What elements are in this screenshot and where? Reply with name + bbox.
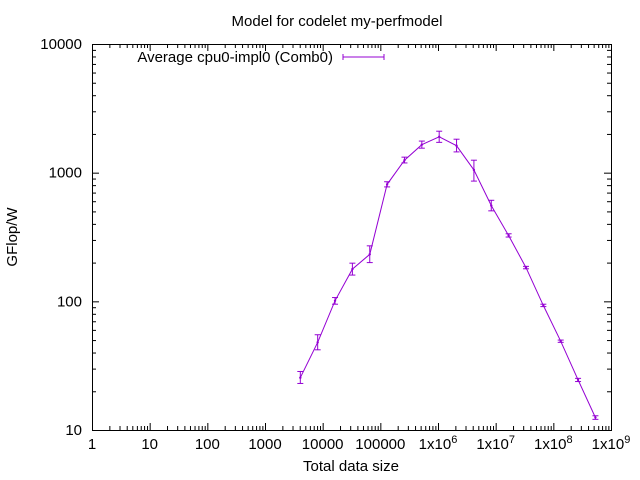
x-tick-label: 1x107 <box>476 434 515 453</box>
data-point <box>351 267 354 271</box>
x-tick-label: 10 <box>141 436 158 453</box>
data-point <box>455 144 458 147</box>
data-point <box>576 378 580 382</box>
x-axis-label: Total data size <box>303 458 399 475</box>
x-tick-label: 1x106 <box>419 434 458 453</box>
data-point <box>542 304 545 307</box>
data-point <box>559 339 562 343</box>
axes: 1 10 100 1000 10000 100000 1x106 1x107 1x108 1x10… <box>40 36 630 453</box>
x-tick-label: 1000 <box>248 436 281 453</box>
data-point <box>385 183 389 186</box>
series-line <box>299 136 596 418</box>
y-tick-label: 10000 <box>40 36 82 53</box>
legend-sample <box>342 54 385 60</box>
data-point <box>507 234 510 237</box>
data-point <box>368 253 371 256</box>
x-tick-label: 1 <box>88 436 96 453</box>
y-tick-label: 1000 <box>49 165 82 182</box>
legend-label: Average cpu0-impl0 (Comb0) <box>137 49 333 66</box>
series-layer <box>297 130 599 420</box>
data-point <box>403 158 406 162</box>
data-point <box>490 204 493 207</box>
data-point <box>524 266 528 269</box>
chart-title: Model for codelet my-perfmodel <box>232 13 443 30</box>
x-tick-label: 1x109 <box>592 434 631 453</box>
data-point <box>316 341 319 344</box>
y-tick-label: 10 <box>65 422 82 439</box>
y-tick-label: 100 <box>57 293 82 310</box>
x-tick-label: 10000 <box>302 436 344 453</box>
x-tick-label: 100 <box>195 436 220 453</box>
data-point <box>437 135 441 139</box>
data-point <box>333 299 337 302</box>
x-tick-label: 1x108 <box>534 434 573 453</box>
x-tick-label: 100000 <box>355 436 405 453</box>
legend: Average cpu0-impl0 (Comb0) <box>137 49 385 66</box>
data-point <box>299 376 302 379</box>
data-point <box>594 416 597 419</box>
data-point <box>472 168 476 172</box>
plot-frame <box>92 44 612 431</box>
data-point <box>420 143 424 146</box>
y-axis-label: GFlop/W <box>4 207 21 267</box>
